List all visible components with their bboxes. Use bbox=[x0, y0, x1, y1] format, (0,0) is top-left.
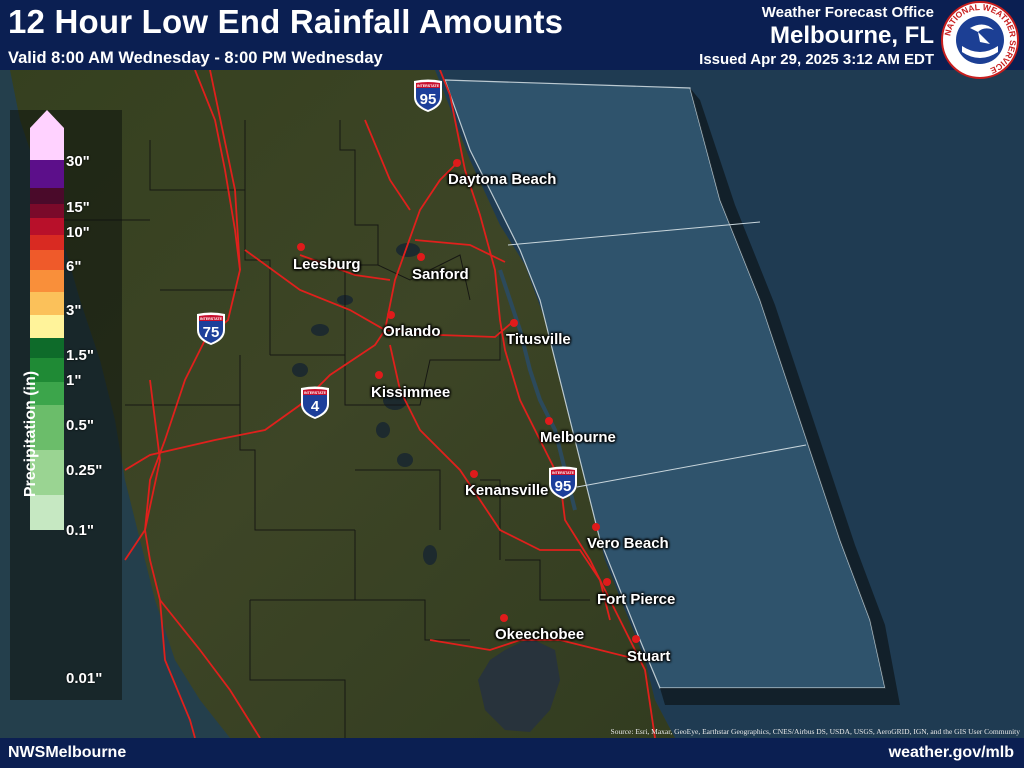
website-link[interactable]: weather.gov/mlb bbox=[888, 744, 1014, 761]
legend-band bbox=[30, 382, 64, 405]
city-marker bbox=[417, 253, 425, 261]
legend-band bbox=[30, 338, 64, 358]
city-marker bbox=[545, 417, 553, 425]
footer-banner: NWSMelbourne weather.gov/mlb bbox=[0, 738, 1024, 768]
valid-period: Valid 8:00 AM Wednesday - 8:00 PM Wednes… bbox=[8, 49, 383, 67]
nws-logo-icon[interactable]: NATIONAL WEATHER SERVICE bbox=[940, 0, 1020, 80]
legend-arrow-cap bbox=[30, 110, 64, 160]
header-banner: 12 Hour Low End Rainfall Amounts Valid 8… bbox=[0, 0, 1024, 70]
shield-header: INTERSTATE bbox=[417, 84, 440, 88]
office-name: Melbourne, FL bbox=[770, 22, 934, 49]
shield-header: INTERSTATE bbox=[304, 391, 327, 395]
issued-time: Issued Apr 29, 2025 3:12 AM EDT bbox=[699, 51, 934, 68]
highways bbox=[124, 70, 656, 738]
map-title: 12 Hour Low End Rainfall Amounts bbox=[8, 3, 564, 40]
indian-river-lagoon bbox=[498, 269, 577, 511]
lake-okeechobee bbox=[478, 638, 560, 732]
city-marker bbox=[470, 470, 478, 478]
city-label-titusville[interactable]: Titusville bbox=[506, 331, 571, 348]
social-handle[interactable]: NWSMelbourne bbox=[8, 744, 127, 761]
legend-title: Precipitation (in) bbox=[22, 370, 39, 498]
city-marker bbox=[453, 159, 461, 167]
shield-header: INTERSTATE bbox=[552, 471, 575, 475]
legend-band bbox=[30, 495, 64, 530]
legend-band bbox=[30, 450, 64, 495]
legend-band bbox=[30, 188, 64, 204]
shield-header: INTERSTATE bbox=[200, 317, 223, 321]
shield-number: 75 bbox=[203, 324, 220, 341]
shield-number: 95 bbox=[420, 91, 437, 108]
legend-colorbar bbox=[30, 110, 64, 530]
legend-band bbox=[30, 315, 64, 338]
legend-band bbox=[30, 160, 64, 188]
interstate-75-shield-icon: INTERSTATE 75 bbox=[197, 312, 225, 345]
map-attribution: Source: Esri, Maxar, GeoEye, Earthstar G… bbox=[610, 727, 1020, 736]
marine-zone-shadow bbox=[660, 88, 900, 705]
legend-tick: 1" bbox=[66, 372, 82, 389]
legend-tick: 30" bbox=[66, 153, 90, 170]
city-marker bbox=[632, 635, 640, 643]
legend-tick: 1.5" bbox=[66, 347, 94, 364]
city-label-kissimmee[interactable]: Kissimmee bbox=[371, 384, 451, 401]
office-label: Weather Forecast Office bbox=[761, 4, 934, 21]
legend-tick: 0.5" bbox=[66, 417, 94, 434]
legend-tick: 15" bbox=[66, 199, 90, 216]
city-label-melbourne[interactable]: Melbourne bbox=[540, 429, 616, 446]
precipitation-legend: Precipitation (in) 30" 15" 10" 6" 3" 1.5… bbox=[10, 110, 122, 700]
lakes bbox=[292, 243, 437, 565]
legend-band bbox=[30, 204, 64, 218]
interstate-4-shield-icon: INTERSTATE 4 bbox=[301, 386, 329, 419]
city-label-vero-beach[interactable]: Vero Beach bbox=[587, 535, 669, 552]
zone-line bbox=[576, 444, 807, 488]
city-label-stuart[interactable]: Stuart bbox=[627, 648, 671, 665]
legend-band bbox=[30, 358, 64, 382]
legend-tick: 0.1" bbox=[66, 522, 94, 539]
city-marker bbox=[592, 523, 600, 531]
interstate-95-shield-icon: INTERSTATE 95 bbox=[549, 466, 577, 499]
interstate-95-shield-icon: INTERSTATE 95 bbox=[414, 79, 442, 112]
city-label-leesburg[interactable]: Leesburg bbox=[293, 256, 361, 273]
legend-tick: 10" bbox=[66, 224, 90, 241]
city-label-daytona-beach[interactable]: Daytona Beach bbox=[448, 171, 557, 188]
legend-band bbox=[30, 250, 64, 270]
shield-number: 4 bbox=[311, 398, 320, 415]
city-marker bbox=[603, 578, 611, 586]
city-marker bbox=[387, 311, 395, 319]
legend-band bbox=[30, 218, 64, 235]
legend-tick: 3" bbox=[66, 302, 82, 319]
legend-tick: 0.01" bbox=[66, 670, 103, 687]
zone-line bbox=[507, 221, 761, 246]
legend-band bbox=[30, 235, 64, 250]
city-marker bbox=[510, 319, 518, 327]
city-marker bbox=[500, 614, 508, 622]
city-label-fort-pierce[interactable]: Fort Pierce bbox=[597, 591, 676, 608]
city-label-kenansville[interactable]: Kenansville bbox=[465, 482, 549, 499]
city-label-orlando[interactable]: Orlando bbox=[383, 323, 441, 340]
city-label-okeechobee[interactable]: Okeechobee bbox=[495, 626, 585, 643]
legend-band bbox=[30, 292, 64, 315]
city-marker bbox=[297, 243, 305, 251]
legend-band bbox=[30, 270, 64, 292]
legend-tick: 0.25" bbox=[66, 462, 103, 479]
city-label-sanford[interactable]: Sanford bbox=[412, 266, 469, 283]
legend-band bbox=[30, 405, 64, 450]
florida-land bbox=[0, 70, 675, 738]
shield-number: 95 bbox=[555, 478, 572, 495]
city-marker bbox=[375, 371, 383, 379]
legend-tick: 6" bbox=[66, 258, 82, 275]
